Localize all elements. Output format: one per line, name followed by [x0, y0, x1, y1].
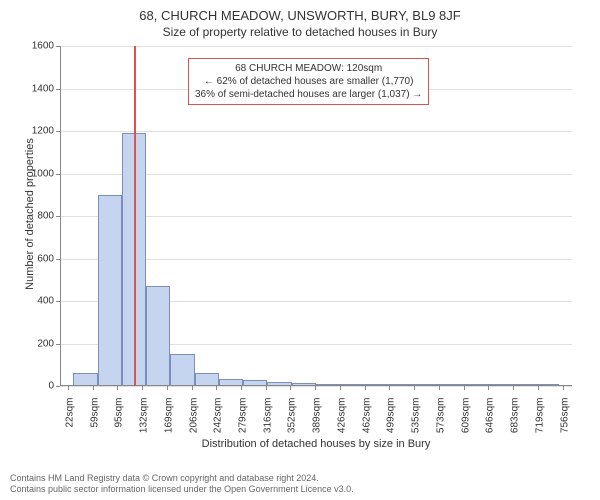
xtick-label: 59sqm	[90, 398, 101, 448]
xtick-label: 22sqm	[65, 398, 76, 448]
xtick-mark	[414, 386, 415, 390]
ytick-label: 1000	[14, 168, 54, 179]
xtick-label: 462sqm	[361, 398, 372, 448]
ytick-label: 400	[14, 296, 54, 307]
xtick-mark	[167, 386, 168, 390]
xtick-label: 279sqm	[238, 398, 249, 448]
xtick-label: 756sqm	[559, 398, 570, 448]
annotation-line3: 36% of semi-detached houses are larger (…	[195, 88, 422, 101]
ytick-label: 600	[14, 253, 54, 264]
histogram-bar	[98, 195, 122, 386]
xtick-mark	[389, 386, 390, 390]
xtick-mark	[241, 386, 242, 390]
ytick-label: 1400	[14, 83, 54, 94]
histogram-bar	[146, 286, 170, 386]
xtick-mark	[365, 386, 366, 390]
xtick-mark	[538, 386, 539, 390]
plot-area: 68 CHURCH MEADOW: 120sqm← 62% of detache…	[60, 46, 572, 386]
ytick-mark	[56, 386, 60, 387]
xtick-label: 352sqm	[287, 398, 298, 448]
gridline	[60, 131, 572, 132]
title-sub: Size of property relative to detached ho…	[0, 23, 600, 39]
xtick-mark	[117, 386, 118, 390]
annotation-line1: 68 CHURCH MEADOW: 120sqm	[195, 62, 422, 75]
chart-container: 68, CHURCH MEADOW, UNSWORTH, BURY, BL9 8…	[0, 0, 600, 500]
xtick-label: 169sqm	[164, 398, 175, 448]
ytick-label: 0	[14, 381, 54, 392]
ytick-label: 1200	[14, 126, 54, 137]
xtick-mark	[216, 386, 217, 390]
xtick-mark	[340, 386, 341, 390]
xtick-mark	[290, 386, 291, 390]
xtick-label: 242sqm	[213, 398, 224, 448]
annotation-box: 68 CHURCH MEADOW: 120sqm← 62% of detache…	[188, 58, 429, 105]
xtick-label: 646sqm	[485, 398, 496, 448]
xtick-label: 609sqm	[460, 398, 471, 448]
xtick-label: 719sqm	[534, 398, 545, 448]
xtick-label: 132sqm	[139, 398, 150, 448]
xtick-label: 206sqm	[189, 398, 200, 448]
xtick-mark	[142, 386, 143, 390]
y-axis-line	[60, 46, 61, 386]
xtick-mark	[93, 386, 94, 390]
xtick-mark	[315, 386, 316, 390]
annotation-line2: ← 62% of detached houses are smaller (1,…	[195, 75, 422, 88]
histogram-bar	[170, 354, 194, 386]
footer-line2: Contains public sector information licen…	[10, 484, 354, 496]
gridline	[60, 46, 572, 47]
xtick-mark	[488, 386, 489, 390]
xtick-mark	[192, 386, 193, 390]
ytick-label: 200	[14, 338, 54, 349]
xtick-mark	[464, 386, 465, 390]
property-marker-line	[134, 46, 136, 386]
ytick-label: 1600	[14, 41, 54, 52]
xtick-mark	[266, 386, 267, 390]
footer: Contains HM Land Registry data © Crown c…	[10, 473, 354, 496]
xtick-mark	[513, 386, 514, 390]
xtick-label: 683sqm	[510, 398, 521, 448]
title-main: 68, CHURCH MEADOW, UNSWORTH, BURY, BL9 8…	[0, 0, 600, 23]
ytick-label: 800	[14, 211, 54, 222]
footer-line1: Contains HM Land Registry data © Crown c…	[10, 473, 354, 485]
xtick-label: 95sqm	[114, 398, 125, 448]
xtick-mark	[68, 386, 69, 390]
xtick-mark	[439, 386, 440, 390]
xtick-label: 316sqm	[263, 398, 274, 448]
xtick-label: 389sqm	[312, 398, 323, 448]
xtick-label: 499sqm	[386, 398, 397, 448]
xtick-label: 573sqm	[436, 398, 447, 448]
xtick-label: 426sqm	[337, 398, 348, 448]
xtick-label: 535sqm	[410, 398, 421, 448]
xtick-mark	[563, 386, 564, 390]
